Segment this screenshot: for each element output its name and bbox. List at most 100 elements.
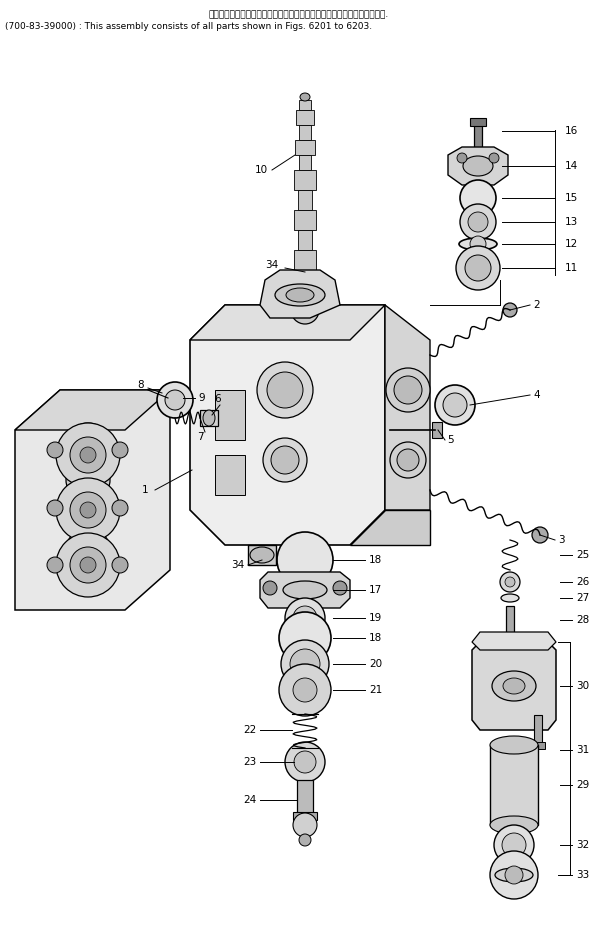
Ellipse shape [503,678,525,694]
Circle shape [80,447,96,463]
Bar [296,110,314,125]
Text: 24: 24 [243,795,256,805]
Bar [506,606,514,636]
Text: 27: 27 [576,593,589,603]
Ellipse shape [275,284,325,306]
Circle shape [257,362,313,418]
Circle shape [290,649,320,679]
Circle shape [285,598,325,638]
Polygon shape [15,390,170,430]
Circle shape [56,478,120,542]
Polygon shape [190,305,385,545]
Circle shape [263,438,307,482]
Circle shape [294,751,316,773]
Circle shape [74,536,102,564]
Bar [294,210,316,230]
Circle shape [397,449,419,471]
Circle shape [505,577,515,587]
Circle shape [70,437,106,473]
Text: 6: 6 [215,394,221,404]
Bar [534,715,542,745]
Text: 15: 15 [565,193,578,203]
Text: 2: 2 [533,300,539,310]
Text: (700-83-39000) : This assembly consists of all parts shown in Figs. 6201 to 6203: (700-83-39000) : This assembly consists … [5,22,372,31]
Circle shape [532,527,548,543]
Polygon shape [350,510,430,545]
Circle shape [82,474,94,486]
Circle shape [503,303,517,317]
Bar [298,230,312,250]
Text: 34: 34 [231,560,244,570]
Circle shape [70,492,106,528]
Text: このアセンブリの構成部品は第６２０１図から第６２０３図まで含みます.: このアセンブリの構成部品は第６２０１図から第６２０３図まで含みます. [209,10,389,19]
Circle shape [66,423,110,467]
Circle shape [386,368,430,412]
Circle shape [157,382,193,418]
Ellipse shape [286,288,314,302]
Circle shape [435,385,475,425]
Circle shape [47,500,63,516]
Text: 12: 12 [565,239,578,249]
Ellipse shape [495,868,533,882]
Circle shape [291,296,319,324]
Text: 1: 1 [141,485,148,495]
Bar [215,390,245,440]
Circle shape [394,376,422,404]
Circle shape [293,813,317,837]
Circle shape [277,532,333,588]
Bar [470,118,486,126]
Circle shape [66,493,110,537]
Polygon shape [260,270,340,318]
Circle shape [333,581,347,595]
Bar [215,455,245,495]
Text: 8: 8 [138,380,144,390]
Text: 22: 22 [243,725,256,735]
Text: 5: 5 [447,435,454,445]
Text: 23: 23 [243,757,256,767]
Circle shape [78,470,98,490]
Circle shape [70,547,106,583]
Polygon shape [472,642,556,730]
Text: 32: 32 [576,840,589,850]
Text: 19: 19 [369,613,382,623]
Text: 28: 28 [576,615,589,625]
Text: 18: 18 [369,555,382,565]
Bar [299,270,311,290]
Circle shape [500,572,520,592]
Text: 4: 4 [533,390,539,400]
Circle shape [271,446,299,474]
Ellipse shape [459,238,497,250]
Bar [293,812,317,820]
Circle shape [82,509,94,521]
Bar [296,290,314,310]
Bar [490,745,538,825]
Text: 29: 29 [576,780,589,790]
Text: 21: 21 [369,685,382,695]
Ellipse shape [283,581,327,599]
Text: 10: 10 [255,165,268,175]
Ellipse shape [300,93,310,101]
Circle shape [66,528,110,572]
Circle shape [279,612,331,664]
Circle shape [112,442,128,458]
Bar [299,100,311,110]
Text: 11: 11 [565,263,578,273]
Text: 34: 34 [265,260,278,270]
Circle shape [281,640,329,688]
Text: 31: 31 [576,745,589,755]
Circle shape [56,423,120,487]
Bar [432,422,442,438]
Circle shape [279,664,331,716]
Circle shape [112,557,128,573]
Ellipse shape [490,736,538,754]
Ellipse shape [463,156,493,176]
Text: 33: 33 [576,870,589,880]
Circle shape [80,557,96,573]
Circle shape [470,236,486,252]
Text: 17: 17 [369,585,382,595]
Circle shape [74,501,102,529]
Circle shape [457,153,467,163]
Bar [299,125,311,140]
Circle shape [74,431,102,459]
Text: 26: 26 [576,577,589,587]
